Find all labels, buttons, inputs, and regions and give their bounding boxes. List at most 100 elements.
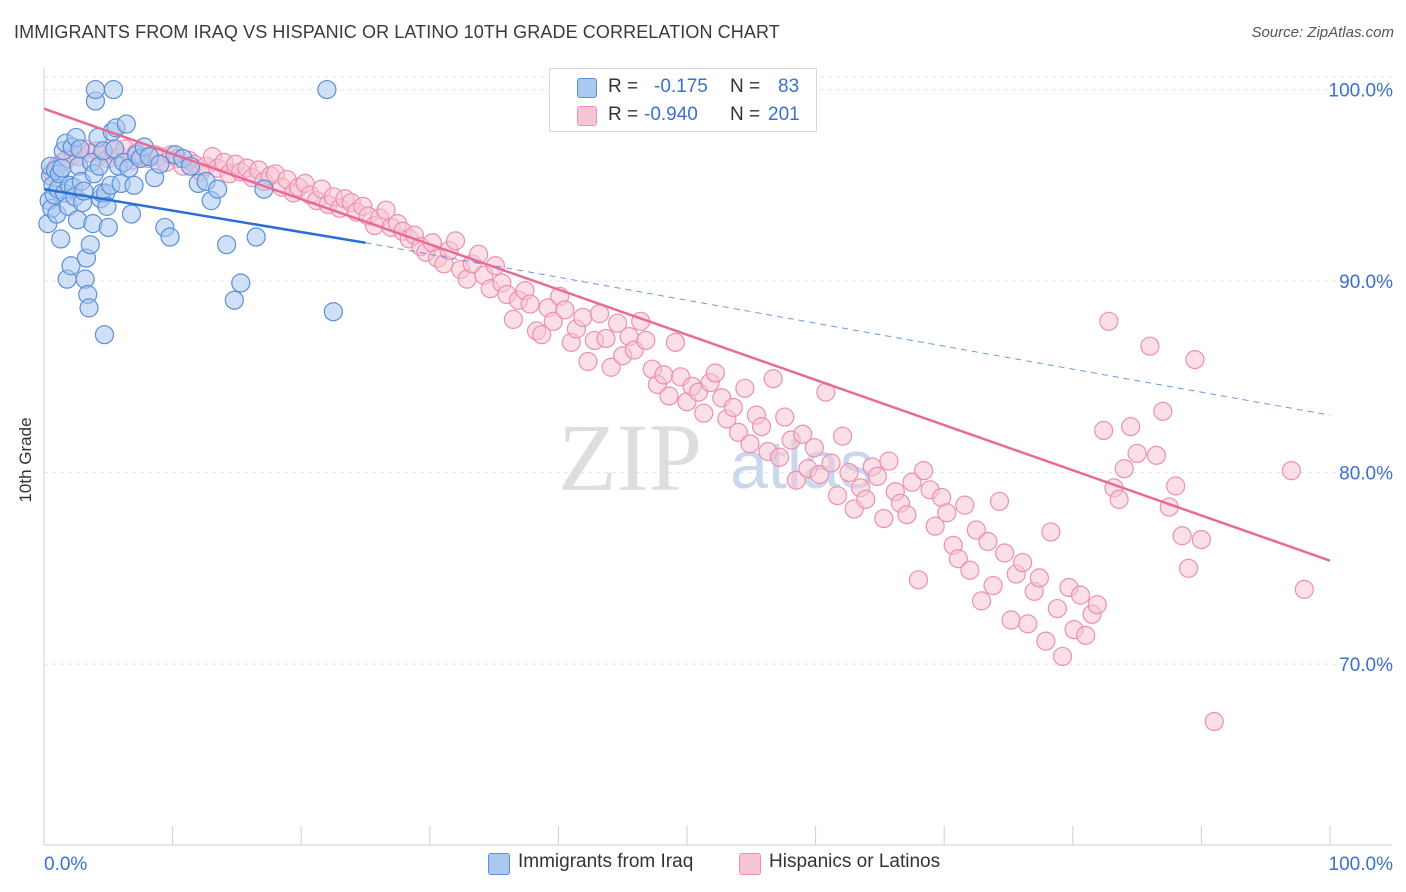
hispanic-point [1294, 579, 1314, 599]
hispanic-point [694, 403, 714, 423]
hispanic-point [445, 231, 466, 251]
hispanic-point [607, 313, 628, 333]
iraq-point [124, 175, 144, 195]
series-iraq-points [38, 79, 343, 345]
hispanic-point [1047, 598, 1067, 619]
hispanic-point [856, 489, 876, 509]
legend-r-label: R = [608, 76, 639, 97]
legend-r-value: -0.940 [644, 104, 698, 125]
iraq-point [224, 290, 244, 310]
legend-n-label: N = [730, 104, 761, 125]
hispanic-point [995, 543, 1015, 563]
hispanic-point [751, 417, 772, 437]
iraq-point [80, 235, 100, 255]
legend-r-value: -0.175 [654, 76, 708, 97]
hispanic-point [914, 461, 934, 481]
legend-n-value: 201 [768, 104, 800, 125]
hispanic-point [1018, 614, 1038, 634]
hispanic-point [827, 485, 848, 506]
hispanic-point [376, 200, 396, 220]
hispanic-point [1109, 489, 1129, 509]
iraq-point [317, 79, 337, 100]
iraq-point [121, 204, 142, 224]
hispanic-point [989, 491, 1010, 511]
hispanic-point [978, 531, 998, 552]
hispanic-point [874, 508, 894, 529]
iraq-point [98, 217, 118, 238]
legend-row-iraq: R = -0.175 N = 83 [550, 73, 816, 101]
y-tick-label: 70.0% [1339, 655, 1393, 676]
hispanic-point [793, 424, 813, 444]
iraq-point [97, 196, 117, 216]
iraq-point [61, 256, 81, 276]
iraq-trend-line [43, 187, 366, 245]
hispanic-point [665, 332, 686, 352]
hispanic-point [1127, 443, 1147, 464]
legend-r-label: R = [608, 104, 639, 125]
hispanic-point [839, 462, 859, 483]
hispanic-point [1140, 336, 1160, 356]
hispanic-point [1178, 558, 1199, 578]
hispanic-point [809, 464, 830, 485]
hispanic-point [1029, 568, 1049, 588]
hispanic-point [908, 570, 929, 590]
iraq-point [150, 154, 170, 174]
y-tick-label: 100.0% [1329, 81, 1394, 102]
x-tick-label-min: 0.0% [44, 854, 87, 875]
hispanic-point [925, 516, 945, 536]
iraq-point [217, 235, 237, 255]
y-tick-label: 90.0% [1339, 272, 1393, 293]
iraq-point [94, 325, 115, 345]
legend-row-hispanic: R = -0.940 N = 201 [550, 101, 816, 129]
hispanic-point [821, 453, 841, 473]
hispanic-point [659, 386, 679, 406]
hispanic-point [532, 325, 552, 345]
hispanic-point [654, 365, 674, 385]
hispanic-point [937, 503, 957, 523]
hispanic-trend-line [43, 107, 1331, 562]
hispanic-point [1087, 595, 1107, 615]
hispanic-point [578, 351, 598, 372]
iraq-point [85, 79, 106, 100]
hispanic-point [1036, 631, 1056, 651]
correlation-legend: R = -0.175 N = 83 R = -0.940 N = 201 [549, 68, 817, 132]
iraq-point [52, 158, 72, 178]
hispanic-point [960, 560, 980, 580]
iraq-point [323, 302, 343, 322]
hispanic-point [1070, 585, 1091, 605]
iraq-point [246, 227, 266, 247]
chart-title: IMMIGRANTS FROM IRAQ VS HISPANIC OR LATI… [14, 22, 780, 42]
hispanic-point [735, 378, 755, 398]
hispanic-point [966, 520, 986, 540]
iraq-point [160, 227, 180, 247]
bottom-legend-label: Immigrants from Iraq [518, 851, 694, 872]
hispanic-point [1146, 445, 1166, 465]
hispanic-point [740, 434, 760, 454]
trend-lines [43, 107, 1331, 562]
hispanic-point [804, 438, 824, 458]
iraq-point [103, 79, 124, 100]
hispanic-point [596, 328, 616, 349]
hispanic-point [1204, 711, 1224, 732]
hispanic-point [728, 422, 749, 442]
hispanic-point [555, 300, 575, 320]
iraq-point [208, 179, 228, 199]
hispanic-point [705, 363, 725, 383]
bottom-legend-label: Hispanics or Latinos [769, 851, 941, 872]
hispanic-point [1281, 461, 1302, 481]
legend-swatch-blue [577, 78, 597, 98]
legend-n-value: 83 [778, 76, 800, 97]
hispanic-point [1013, 552, 1033, 573]
hispanic-point [1153, 401, 1173, 421]
iraq-point [70, 139, 90, 159]
hispanic-point [955, 495, 975, 515]
legend-swatch-pink [577, 106, 597, 126]
hispanic-point [902, 472, 922, 492]
hispanic-point [1172, 526, 1192, 546]
hispanic-point [786, 470, 806, 490]
y-tick-label: 80.0% [1339, 464, 1393, 485]
hispanic-point [763, 369, 783, 389]
hispanic-point [1041, 522, 1061, 542]
iraq-point [79, 298, 99, 318]
hispanic-point [723, 397, 743, 418]
